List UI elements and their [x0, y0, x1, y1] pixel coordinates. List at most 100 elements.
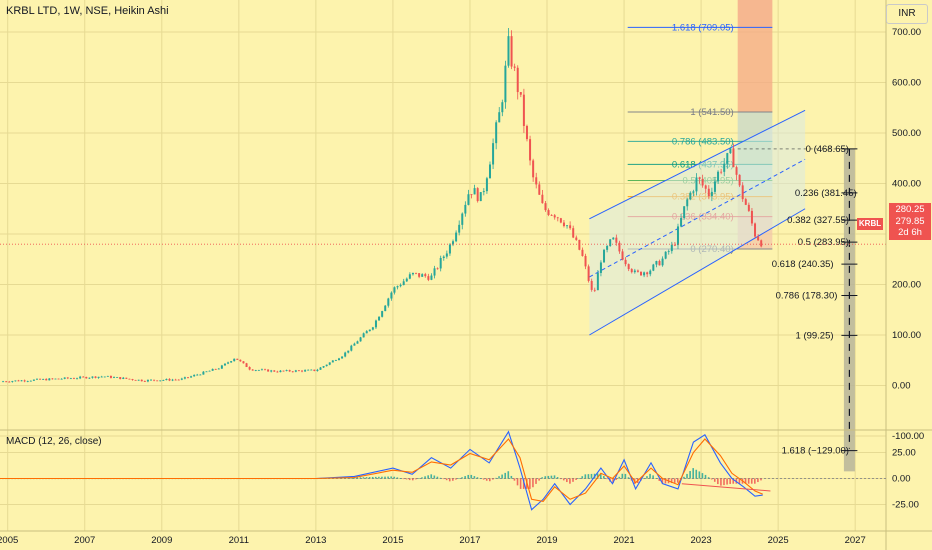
candle-body: [519, 92, 522, 95]
macd-histogram-bar: [572, 478, 574, 482]
candle-body: [729, 148, 732, 154]
macd-histogram-bar: [513, 478, 516, 481]
candle-body: [63, 377, 66, 379]
fib-lower-label: 1 (99.25): [796, 330, 834, 341]
candle-body: [97, 376, 100, 378]
macd-histogram-bar: [399, 478, 402, 479]
candle-body: [575, 237, 578, 240]
candle-body: [408, 274, 411, 279]
candle-body: [344, 352, 347, 357]
macd-histogram-bar: [418, 478, 420, 479]
candle-body: [307, 369, 310, 371]
candle-body: [757, 236, 760, 241]
candle-body: [378, 316, 381, 321]
candle-body: [254, 370, 257, 371]
candle-body: [553, 215, 556, 218]
macd-histogram-bar: [547, 475, 550, 479]
macd-histogram-bar: [590, 473, 593, 479]
candle-body: [599, 262, 602, 273]
macd-histogram-bar: [717, 478, 719, 485]
macd-histogram-bar: [556, 477, 559, 479]
candle-body: [242, 361, 245, 364]
candle-body: [103, 376, 106, 378]
macd-histogram-bar: [455, 478, 457, 480]
candle-body: [612, 237, 615, 240]
candle-body: [337, 358, 340, 361]
time-axis-label: 2007: [74, 535, 95, 546]
candle-body: [590, 280, 593, 290]
macd-histogram-bar: [467, 474, 470, 479]
macd-histogram-bar: [516, 478, 519, 486]
price-axis-label: 700.00: [892, 27, 921, 38]
candle-body: [17, 380, 20, 382]
candle-body: [670, 244, 673, 252]
candle-body: [57, 378, 60, 380]
candle-body: [285, 370, 288, 372]
macd-histogram-bar: [538, 478, 540, 481]
macd-histogram-bar: [421, 477, 423, 479]
candle-body: [676, 226, 679, 246]
candle-body: [11, 381, 14, 382]
macd-histogram-bar: [479, 478, 482, 480]
price-axis-label: 0.00: [892, 381, 911, 392]
candle-body: [482, 191, 485, 193]
price-tag: 280.25 279.85 2d 6h: [889, 203, 931, 240]
candle-body: [723, 163, 726, 172]
candle-body: [217, 368, 220, 370]
candle-body: [45, 378, 48, 381]
candle-body: [525, 125, 528, 140]
channel-mid-line: [589, 158, 806, 278]
candle-body: [331, 360, 334, 363]
macd-histogram-bar: [452, 478, 454, 481]
candle-body: [750, 210, 753, 224]
candle-body: [673, 244, 676, 246]
candle-body: [488, 164, 491, 179]
channel-fill: [589, 110, 806, 336]
candle-body: [5, 381, 8, 383]
fib-lower-label: 0.5 (283.95): [798, 237, 849, 248]
macd-histogram-bar: [569, 478, 571, 484]
candle-body: [507, 36, 510, 66]
candle-body: [649, 270, 652, 275]
macd-histogram-bar: [476, 477, 479, 479]
candle-body: [88, 377, 91, 379]
candle-body: [655, 261, 658, 265]
channel-lower-line: [589, 208, 806, 336]
candle-body: [550, 214, 553, 216]
candle-body: [113, 377, 116, 378]
currency-button[interactable]: INR: [886, 4, 928, 24]
candle-body: [439, 257, 442, 269]
candle-body: [606, 246, 609, 250]
chart-title: KRBL LTD, 1W, NSE, Heikin Ashi: [6, 5, 169, 17]
candle-body: [630, 269, 633, 273]
macd-histogram-bar: [664, 478, 667, 484]
macd-histogram-bar: [430, 474, 433, 479]
macd-axis-label: 25.00: [892, 448, 916, 459]
candle-body: [747, 204, 750, 211]
time-axis-label: 2013: [305, 535, 326, 546]
macd-histogram-bar: [448, 478, 451, 482]
candle-body: [701, 179, 704, 186]
macd-histogram-bar: [599, 473, 602, 479]
candle-body: [279, 370, 282, 373]
candle-body: [371, 327, 374, 330]
candle-body: [251, 369, 254, 371]
candle-body: [72, 378, 75, 380]
candle-body: [214, 368, 217, 370]
candle-body: [381, 311, 384, 317]
candle-body: [556, 217, 559, 219]
candle-body: [427, 276, 430, 280]
candle-body: [501, 102, 504, 113]
macd-title: MACD (12, 26, close): [6, 436, 102, 447]
candle-body: [738, 174, 741, 186]
macd-histogram-bar: [498, 476, 500, 479]
macd-histogram-bar: [374, 476, 377, 479]
candle-body: [165, 378, 168, 381]
candle-body: [476, 188, 479, 202]
candle-body: [208, 370, 211, 372]
macd-histogram-bar: [427, 475, 429, 479]
candle-body: [621, 251, 624, 260]
candle-body: [689, 192, 692, 200]
macd-histogram-bar: [670, 478, 673, 484]
